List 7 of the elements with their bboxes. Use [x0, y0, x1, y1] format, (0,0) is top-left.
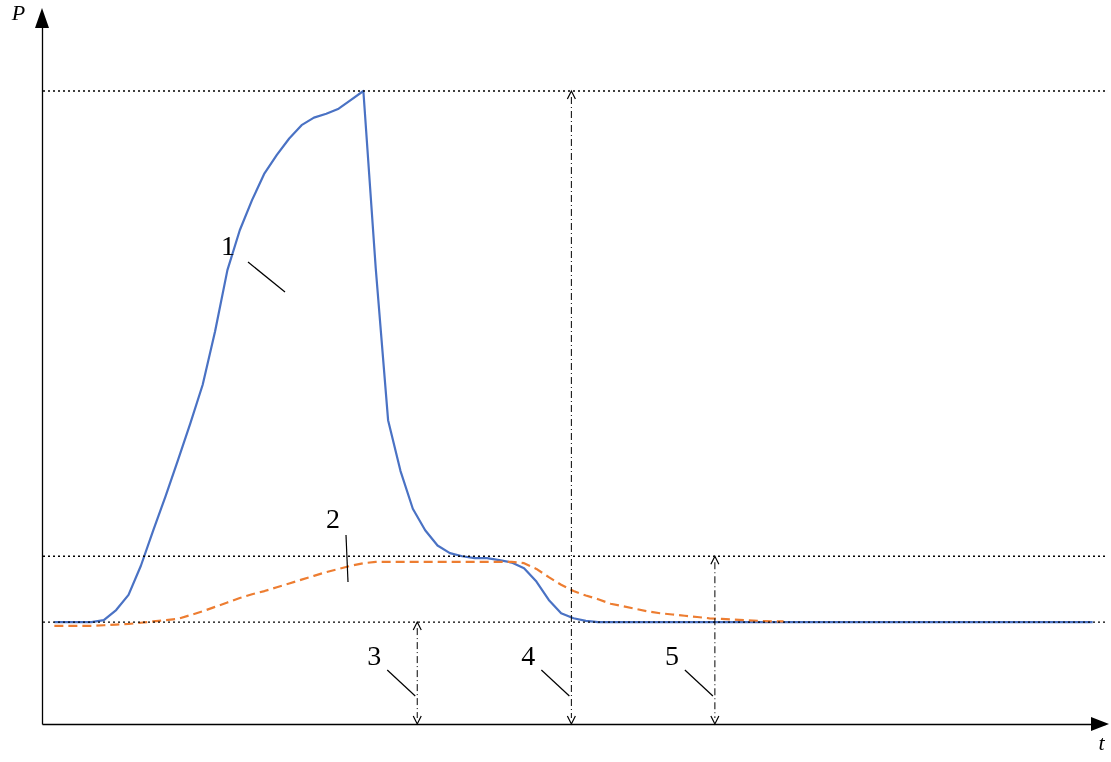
annotation: 4 — [521, 640, 536, 671]
series-label: 2 — [326, 503, 340, 534]
x-axis-title: t — [1098, 729, 1106, 755]
y-axis-title: P — [10, 0, 26, 25]
annotation: 3 — [367, 640, 382, 671]
annotation: 5 — [664, 640, 679, 671]
series-label: 1 — [221, 230, 235, 261]
